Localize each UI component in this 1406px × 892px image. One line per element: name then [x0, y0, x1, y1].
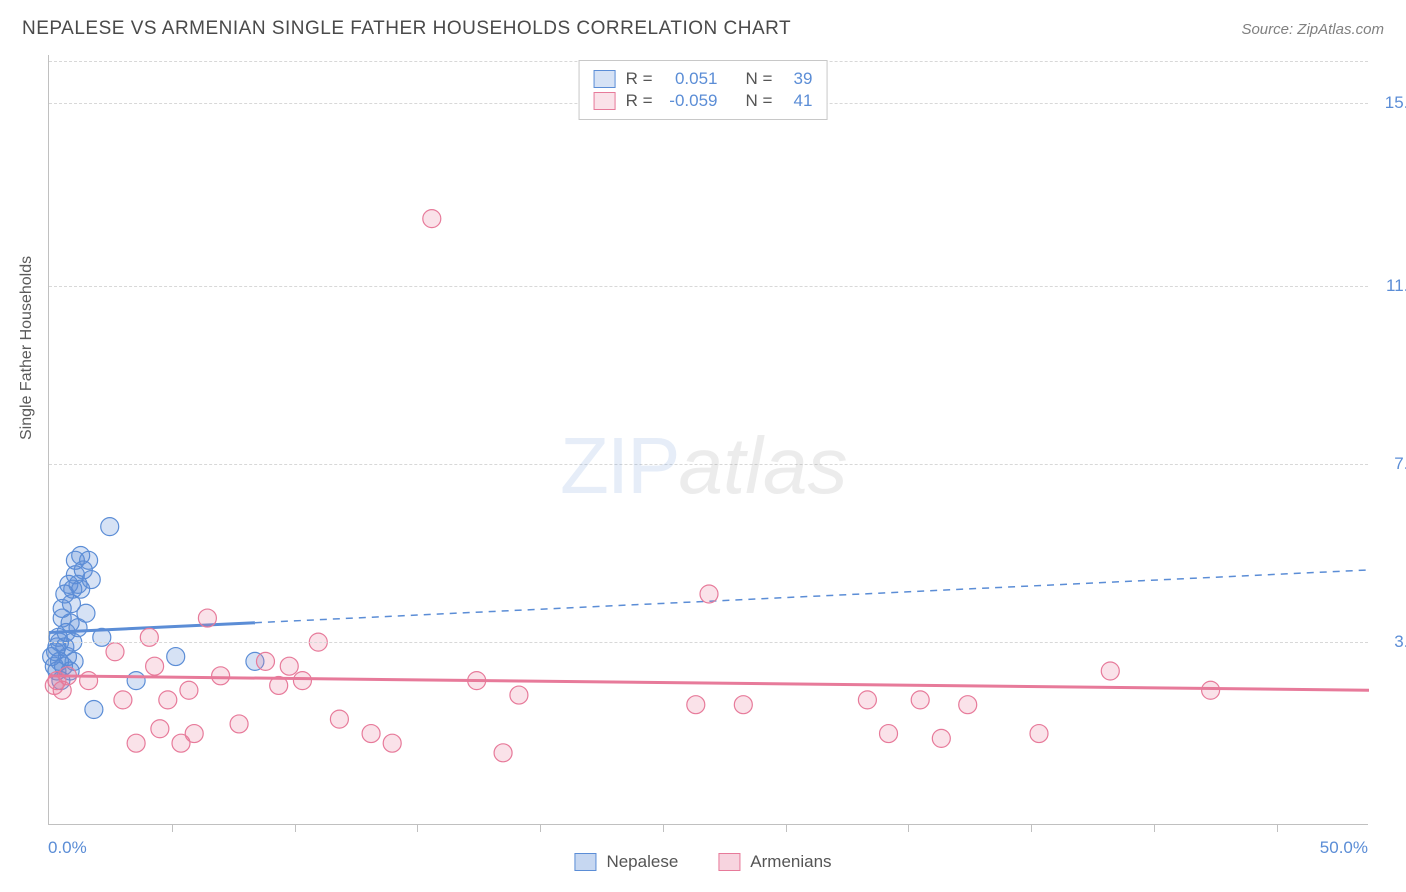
data-point: [270, 676, 288, 694]
data-point: [230, 715, 248, 733]
x-tick: [908, 824, 909, 832]
data-point: [106, 643, 124, 661]
y-tick-label: 11.2%: [1386, 276, 1406, 296]
data-point: [167, 648, 185, 666]
source-label: Source: ZipAtlas.com: [1241, 21, 1384, 38]
data-point: [423, 210, 441, 228]
data-point: [932, 729, 950, 747]
data-point: [1202, 681, 1220, 699]
data-point: [80, 551, 98, 569]
x-tick: [540, 824, 541, 832]
stats-row: R = -0.059 N = 41: [594, 91, 813, 111]
y-tick-label: 7.5%: [1394, 454, 1406, 474]
x-tick: [663, 824, 664, 832]
x-tick: [417, 824, 418, 832]
data-point: [510, 686, 528, 704]
data-point: [82, 571, 100, 589]
data-point: [256, 652, 274, 670]
stats-row: R = 0.051 N = 39: [594, 69, 813, 89]
data-point: [101, 518, 119, 536]
scatter-plot-svg: [49, 55, 1368, 824]
x-tick: [1154, 824, 1155, 832]
y-tick-label: 3.8%: [1394, 632, 1406, 652]
stats-swatch: [594, 70, 616, 88]
y-tick-label: 15.0%: [1385, 93, 1406, 113]
gridline: [49, 642, 1368, 643]
data-point: [959, 696, 977, 714]
data-point: [159, 691, 177, 709]
data-point: [293, 672, 311, 690]
x-axis-start-label: 0.0%: [48, 838, 87, 858]
data-point: [69, 619, 87, 637]
legend-swatch-armenians: [718, 853, 740, 871]
data-point: [880, 725, 898, 743]
regression-line-dashed: [255, 570, 1369, 623]
stats-r-value: -0.059: [663, 91, 718, 111]
data-point: [185, 725, 203, 743]
data-point: [468, 672, 486, 690]
data-point: [127, 672, 145, 690]
x-axis-end-label: 50.0%: [1320, 838, 1368, 858]
chart-plot-area: 15.0%11.2%7.5%3.8%: [48, 55, 1368, 825]
gridline: [49, 464, 1368, 465]
data-point: [734, 696, 752, 714]
data-point: [700, 585, 718, 603]
data-point: [212, 667, 230, 685]
stats-n-value: 39: [782, 69, 812, 89]
legend-swatch-nepalese: [574, 853, 596, 871]
x-tick: [1277, 824, 1278, 832]
stats-r-label: R =: [626, 69, 653, 89]
data-point: [687, 696, 705, 714]
data-point: [198, 609, 216, 627]
data-point: [858, 691, 876, 709]
x-tick: [786, 824, 787, 832]
data-point: [280, 657, 298, 675]
chart-title: NEPALESE VS ARMENIAN SINGLE FATHER HOUSE…: [22, 18, 791, 40]
legend-item-nepalese: Nepalese: [574, 852, 678, 872]
x-tick: [295, 824, 296, 832]
x-tick: [172, 824, 173, 832]
stats-r-value: 0.051: [663, 69, 718, 89]
stats-box: R = 0.051 N = 39 R = -0.059 N = 41: [579, 60, 828, 120]
stats-r-label: R =: [626, 91, 653, 111]
legend: Nepalese Armenians: [574, 852, 831, 872]
data-point: [58, 667, 76, 685]
stats-swatch: [594, 92, 616, 110]
data-point: [80, 672, 98, 690]
data-point: [911, 691, 929, 709]
data-point: [362, 725, 380, 743]
data-point: [180, 681, 198, 699]
data-point: [151, 720, 169, 738]
stats-n-value: 41: [782, 91, 812, 111]
x-tick: [1031, 824, 1032, 832]
data-point: [494, 744, 512, 762]
data-point: [85, 701, 103, 719]
data-point: [1030, 725, 1048, 743]
data-point: [383, 734, 401, 752]
data-point: [140, 628, 158, 646]
stats-n-label: N =: [746, 91, 773, 111]
legend-item-armenians: Armenians: [718, 852, 831, 872]
y-axis-label: Single Father Households: [18, 256, 36, 440]
stats-n-label: N =: [746, 69, 773, 89]
data-point: [1101, 662, 1119, 680]
data-point: [114, 691, 132, 709]
regression-line-solid: [49, 676, 1369, 690]
data-point: [93, 628, 111, 646]
legend-label-nepalese: Nepalese: [606, 852, 678, 872]
gridline: [49, 286, 1368, 287]
data-point: [330, 710, 348, 728]
data-point: [127, 734, 145, 752]
legend-label-armenians: Armenians: [750, 852, 831, 872]
data-point: [146, 657, 164, 675]
data-point: [64, 580, 82, 598]
